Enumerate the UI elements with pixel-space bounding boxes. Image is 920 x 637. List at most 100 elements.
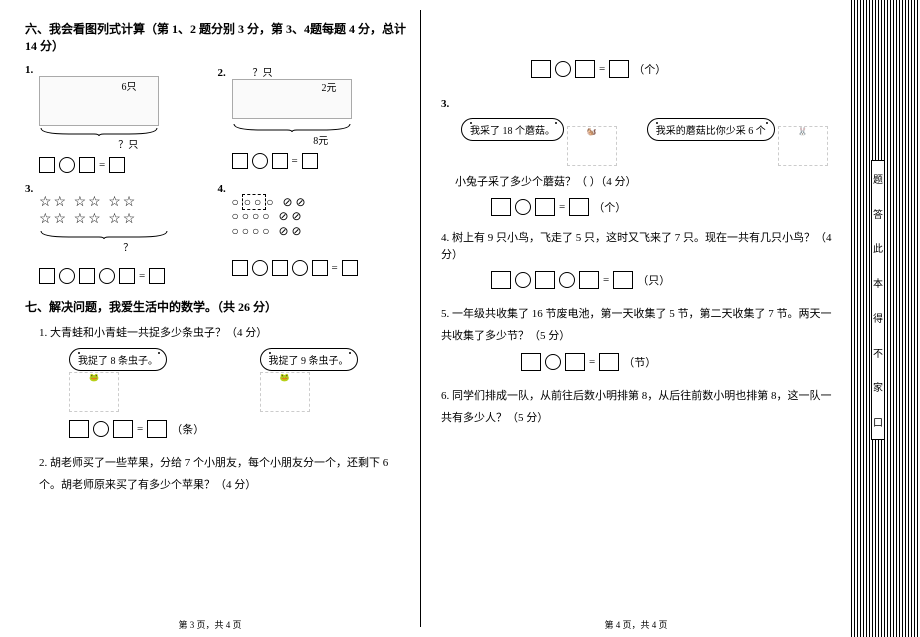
blank-circle[interactable] [93,421,109,437]
blank-box[interactable] [312,260,328,276]
p2-label-top: ？只 [253,68,273,79]
p1-brace [39,126,159,136]
blank-box[interactable] [599,353,619,371]
problems-row-2: 3. ☆☆ ☆☆ ☆☆☆☆ ☆☆ ☆☆ ？ = [25,183,410,284]
binding-box: 题 答 此 本 得 不 家 口 [871,160,885,440]
equals-text: = [589,356,595,368]
blank-box[interactable] [272,260,288,276]
q6-text: 6. 同学们排成一队，从前往后数小明排第 8，从后往前数小明也排第 8，这一队一… [441,385,841,429]
p1-label-bottom: ？只 [39,136,218,151]
problems-row-1: 1. 6只 ？只 = [25,64,410,173]
question-7-1: 1. 大青蛙和小青蛙一共捉多少条虫子？（4 分） 我捉了 8 条虫子。 🐸 我捉… [39,325,410,439]
blank-box[interactable] [232,260,248,276]
blank-box[interactable] [565,353,585,371]
blank-box[interactable] [569,198,589,216]
p3-num: 3. [25,183,33,195]
p2-label-right: 2元 [322,79,337,94]
blank-box[interactable] [491,271,511,289]
p2-num: 2. [218,67,226,79]
blank-box[interactable] [147,420,167,438]
q3-unit: （个） [593,199,626,215]
q5-unit: （节） [623,354,656,370]
p4-equation: = [232,260,411,276]
blank-circle[interactable] [252,260,268,276]
q2-equation: = （个） [531,60,841,78]
blank-box[interactable] [232,153,248,169]
blank-box[interactable] [149,268,165,284]
binding-char: 答 [873,206,883,221]
blank-box[interactable] [521,353,541,371]
equals-text: = [332,262,338,274]
rabbit-icon: 🐰 [778,126,828,166]
question-5: 5. 一年级共收集了 16 节废电池，第一天收集了 5 节，第二天收集了 7 节… [441,303,841,371]
binding-char: 家 [873,379,883,394]
blank-box[interactable] [491,198,511,216]
blank-box[interactable] [535,198,555,216]
binding-char: 本 [873,275,883,290]
blank-box[interactable] [613,271,633,289]
blank-box[interactable] [79,268,95,284]
blank-box[interactable] [579,271,599,289]
blank-box[interactable] [531,60,551,78]
q5-equation: = （节） [521,353,841,371]
problem-4: 4. ○○○○ ⊘⊘ ○○○○ ⊘⊘ ○○○○ ⊘⊘ = [218,183,411,284]
p3-brace [39,229,169,239]
equals-text: = [99,159,105,171]
blank-box[interactable] [302,153,318,169]
blank-circle[interactable] [545,354,561,370]
p2-equation: = [232,153,411,169]
p2-brace [232,122,352,132]
p1-num: 1. [25,64,33,76]
q3-num: 3. [441,98,449,110]
section6-title: 六、我会看图列式计算（第 1、2 题分别 3 分，第 3、4题每题 4 分，总计… [25,20,410,54]
p3-stars: ☆☆ ☆☆ ☆☆☆☆ ☆☆ ☆☆ [39,195,218,229]
binding-area: 题 答 此 本 得 不 家 口 [851,0,920,637]
blank-circle[interactable] [99,268,115,284]
equals-text: = [137,423,143,435]
q3-bubble2: 我采的蘑菇比你少采 6 个 [647,118,775,141]
blank-circle[interactable] [559,272,575,288]
blank-box[interactable] [119,268,135,284]
left-page: 六、我会看图列式计算（第 1、2 题分别 3 分，第 3、4题每题 4 分，总计… [0,0,420,637]
equals-text: = [559,201,565,213]
q3-bubble1: 我采了 18 个蘑菇。 [461,118,564,141]
blank-box[interactable] [272,153,288,169]
blank-circle[interactable] [555,61,571,77]
blank-box[interactable] [39,268,55,284]
blank-circle[interactable] [59,268,75,284]
squirrel-icon: 🐿️ [567,126,617,166]
q1-equation: = （条） [69,420,410,438]
blank-box[interactable] [342,260,358,276]
p3-label-bottom: ？ [39,239,218,254]
equals-text: = [599,63,605,75]
blank-box[interactable] [575,60,595,78]
equals-text: = [603,274,609,286]
q1-frog-area: 我捉了 8 条虫子。 🐸 我捉了 9 条虫子。 🐸 [69,348,410,412]
question-3: 3. 我采了 18 个蘑菇。 🐿️ 我采的蘑菇比你少采 6 个 🐰 小兔子采了多… [441,98,841,216]
blank-box[interactable] [39,157,55,173]
blank-box[interactable] [535,271,555,289]
equals-text: = [292,155,298,167]
blank-circle[interactable] [252,153,268,169]
binding-char: 口 [873,414,883,429]
blank-circle[interactable] [515,199,531,215]
q4-equation: = （只） [491,271,841,289]
blank-box[interactable] [113,420,133,438]
blank-box[interactable] [609,60,629,78]
blank-box[interactable] [79,157,95,173]
section7-title: 七、解决问题，我爱生活中的数学。（共 26 分） [25,298,410,315]
blank-box[interactable] [69,420,89,438]
right-page: = （个） 3. 我采了 18 个蘑菇。 🐿️ 我采的蘑菇比你少采 6 个 🐰 … [421,0,851,637]
blank-circle[interactable] [515,272,531,288]
problem-1: 1. 6只 ？只 = [25,64,218,173]
q2-text: 2. 胡老师买了一些苹果，分给 7 个小朋友，每个小朋友分一个，还剩下 6 个。… [39,452,410,496]
blank-circle[interactable] [292,260,308,276]
question-4: 4. 树上有 9 只小鸟，飞走了 5 只，这时又飞来了 7 只。现在一共有几只小… [441,230,841,289]
q1-bubble2: 我捉了 9 条虫子。 [260,348,358,371]
blank-circle[interactable] [59,157,75,173]
blank-box[interactable] [109,157,125,173]
right-footer: 第 4 页，共 4 页 [421,618,851,631]
question-7-2: 2. 胡老师买了一些苹果，分给 7 个小朋友，每个小朋友分一个，还剩下 6 个。… [39,452,410,496]
q1-unit: （条） [171,421,204,437]
p1-label-top: 6只 [122,78,137,93]
